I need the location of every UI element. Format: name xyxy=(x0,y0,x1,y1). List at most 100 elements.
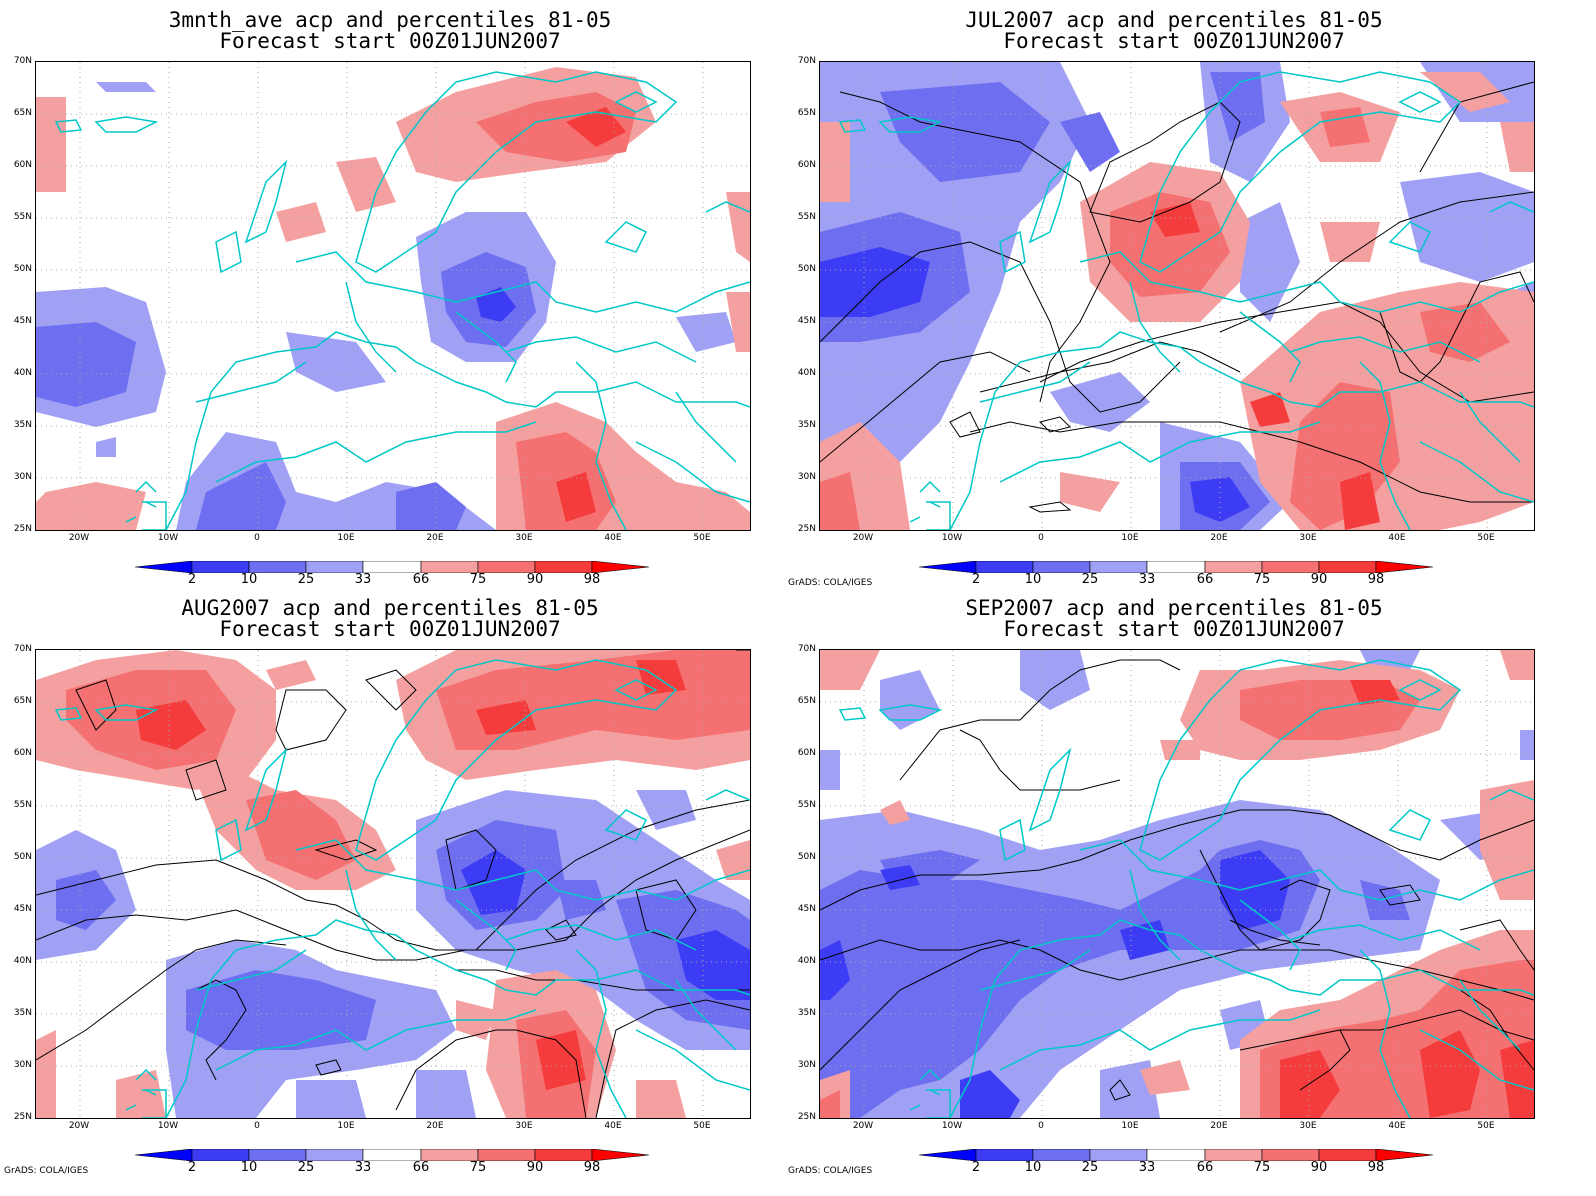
lon-tick-label: 40E xyxy=(1388,1121,1406,1131)
lat-tick-label: 65N xyxy=(13,108,32,118)
lat-tick-label: 45N xyxy=(797,316,816,326)
lat-tick-label: 25N xyxy=(13,1112,32,1122)
lat-tick-label: 55N xyxy=(797,800,816,810)
panel-subtitle: Forecast start 00Z01JUN2007 xyxy=(1003,29,1345,53)
lat-tick-label: 60N xyxy=(797,748,816,758)
panel-title: 3mnth_ave acp and percentiles 81-05 xyxy=(168,8,612,32)
coastlines xyxy=(54,71,750,530)
panel-subtitle: Forecast start 00Z01JUN2007 xyxy=(219,29,561,53)
grads-credit: GrADS: COLA/IGES xyxy=(4,1166,89,1176)
lat-tick-label: 25N xyxy=(797,1112,816,1122)
lon-tick-label: 0 xyxy=(1038,1121,1044,1131)
colorbar-label: 10 xyxy=(240,572,258,587)
panel-subtitle: Forecast start 00Z01JUN2007 xyxy=(219,617,561,641)
lon-tick-label: 30E xyxy=(515,533,533,543)
panel-aug2007: AUG2007 acp and percentiles 81-05 Foreca… xyxy=(0,588,780,1196)
colorbar-label: 98 xyxy=(583,572,601,587)
lon-tick-label: 10E xyxy=(1121,1121,1139,1131)
colorbar-label: 33 xyxy=(1138,572,1156,587)
colorbar-label: 66 xyxy=(1196,1160,1214,1175)
colorbar-label: 66 xyxy=(1196,572,1214,587)
map-frame xyxy=(35,649,751,1119)
lat-tick-label: 60N xyxy=(13,160,32,170)
lon-tick-label: 20W xyxy=(852,533,874,543)
colorbar-label: 25 xyxy=(1081,1160,1099,1175)
colorbar-label: 25 xyxy=(1081,572,1099,587)
lon-tick-label: 50E xyxy=(693,533,711,543)
lon-tick-label: 30E xyxy=(1299,533,1317,543)
lat-tick-label: 45N xyxy=(13,904,32,914)
colorbar-label: 98 xyxy=(1367,572,1385,587)
lon-tick-label: 20W xyxy=(68,1121,90,1131)
lat-tick-label: 40N xyxy=(13,956,32,966)
lat-tick-label: 50N xyxy=(797,264,816,274)
colorbar-label: 25 xyxy=(297,572,315,587)
lon-tick-label: 20E xyxy=(426,533,444,543)
colorbar: 2 10 25 33 66 75 90 98 xyxy=(134,1146,650,1176)
lon-tick-label: 30E xyxy=(515,1121,533,1131)
lon-tick-label: 10E xyxy=(337,533,355,543)
grads-credit: GrADS: COLA/IGES xyxy=(788,578,873,588)
lon-tick-label: 20E xyxy=(426,1121,444,1131)
lat-tick-label: 50N xyxy=(13,264,32,274)
lon-tick-label: 10W xyxy=(157,533,179,543)
panel-sep2007: SEP2007 acp and percentiles 81-05 Foreca… xyxy=(784,588,1564,1196)
colorbar-label: 98 xyxy=(583,1160,601,1175)
highest-percentile-areas xyxy=(136,660,686,1090)
lon-tick-label: 0 xyxy=(254,1121,260,1131)
colorbar-label: 90 xyxy=(526,572,544,587)
highest-percentile-areas xyxy=(1150,202,1380,530)
colorbar-label: 90 xyxy=(526,1160,544,1175)
panel-subtitle: Forecast start 00Z01JUN2007 xyxy=(1003,617,1345,641)
coastlines xyxy=(838,71,1534,530)
panel-title: SEP2007 acp and percentiles 81-05 xyxy=(965,596,1383,620)
lat-tick-label: 35N xyxy=(13,420,32,430)
high-percentile-areas xyxy=(36,67,750,530)
lat-tick-label: 30N xyxy=(797,472,816,482)
lon-tick-label: 10W xyxy=(157,1121,179,1131)
lowest-percentile-areas xyxy=(820,247,1250,522)
colorbar-label: 75 xyxy=(1253,1160,1271,1175)
colorbar-label: 66 xyxy=(412,1160,430,1175)
lat-tick-label: 35N xyxy=(797,1008,816,1018)
lat-tick-label: 45N xyxy=(13,316,32,326)
highest-percentile-areas xyxy=(1280,680,1534,1118)
lat-tick-label: 45N xyxy=(797,904,816,914)
panel-3month-average: 3mnth_ave acp and percentiles 81-05 Fore… xyxy=(0,0,780,590)
lat-tick-label: 60N xyxy=(13,748,32,758)
colorbar-label: 33 xyxy=(354,572,372,587)
lon-tick-label: 0 xyxy=(254,533,260,543)
colorbar: 2 10 25 33 66 75 90 98 xyxy=(134,558,650,588)
lat-tick-label: 70N xyxy=(797,56,816,66)
lon-tick-label: 50E xyxy=(1477,533,1495,543)
highest-percentile-areas xyxy=(556,107,626,522)
colorbar-label: 75 xyxy=(469,572,487,587)
lat-tick-label: 70N xyxy=(797,644,816,654)
colorbar-swatches xyxy=(918,560,1434,574)
colorbar: 2 10 25 33 66 75 90 98 xyxy=(918,1146,1434,1176)
lat-tick-label: 30N xyxy=(13,1060,32,1070)
colorbar-label: 2 xyxy=(187,572,197,587)
colorbar-label: 2 xyxy=(971,572,981,587)
colorbar-swatches xyxy=(134,1148,650,1162)
lon-tick-label: 10W xyxy=(941,1121,963,1131)
colorbar-label: 10 xyxy=(240,1160,258,1175)
lat-tick-label: 70N xyxy=(13,56,32,66)
colorbar-label: 66 xyxy=(412,572,430,587)
lat-tick-label: 30N xyxy=(13,472,32,482)
map-shading xyxy=(820,650,1534,1118)
lowest-percentile-areas xyxy=(476,287,516,322)
colorbar-label: 2 xyxy=(187,1160,197,1175)
colorbar-label: 75 xyxy=(1253,572,1271,587)
lat-tick-label: 65N xyxy=(13,696,32,706)
map-frame xyxy=(35,61,751,531)
coastlines xyxy=(838,659,1534,1118)
lon-tick-label: 10E xyxy=(337,1121,355,1131)
lon-tick-label: 40E xyxy=(604,1121,622,1131)
colorbar-label: 25 xyxy=(297,1160,315,1175)
colorbar-swatches xyxy=(918,1148,1434,1162)
colorbar-label: 2 xyxy=(971,1160,981,1175)
lat-tick-label: 70N xyxy=(13,644,32,654)
lat-tick-label: 55N xyxy=(797,212,816,222)
map-shading xyxy=(820,62,1534,530)
